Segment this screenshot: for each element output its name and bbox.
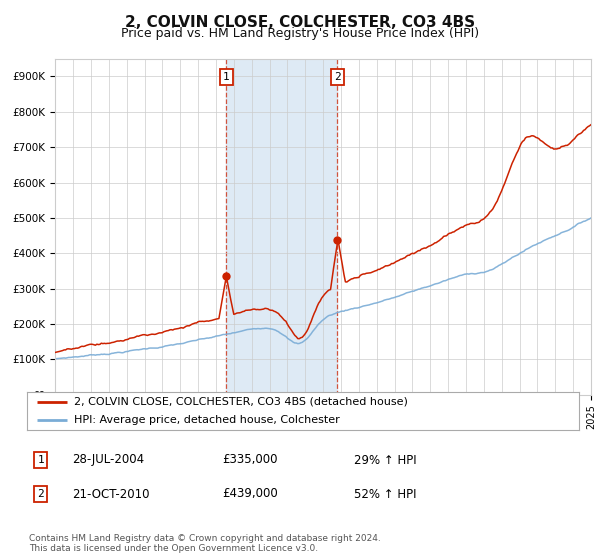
Text: 1: 1 (223, 72, 229, 82)
Text: HPI: Average price, detached house, Colchester: HPI: Average price, detached house, Colc… (74, 415, 340, 425)
Text: 2: 2 (334, 72, 341, 82)
Text: Price paid vs. HM Land Registry's House Price Index (HPI): Price paid vs. HM Land Registry's House … (121, 27, 479, 40)
Text: 21-OCT-2010: 21-OCT-2010 (72, 488, 149, 501)
Text: £439,000: £439,000 (222, 488, 278, 501)
Text: £335,000: £335,000 (222, 454, 277, 466)
Text: 29% ↑ HPI: 29% ↑ HPI (354, 454, 416, 466)
Text: 52% ↑ HPI: 52% ↑ HPI (354, 488, 416, 501)
Bar (226, 59, 337, 395)
Text: Contains HM Land Registry data © Crown copyright and database right 2024.
This d: Contains HM Land Registry data © Crown c… (29, 534, 380, 553)
Text: 1: 1 (37, 455, 44, 465)
Text: 2, COLVIN CLOSE, COLCHESTER, CO3 4BS (detached house): 2, COLVIN CLOSE, COLCHESTER, CO3 4BS (de… (74, 397, 408, 407)
Text: 2, COLVIN CLOSE, COLCHESTER, CO3 4BS: 2, COLVIN CLOSE, COLCHESTER, CO3 4BS (125, 15, 475, 30)
Text: 28-JUL-2004: 28-JUL-2004 (72, 454, 144, 466)
Text: 2: 2 (37, 489, 44, 499)
